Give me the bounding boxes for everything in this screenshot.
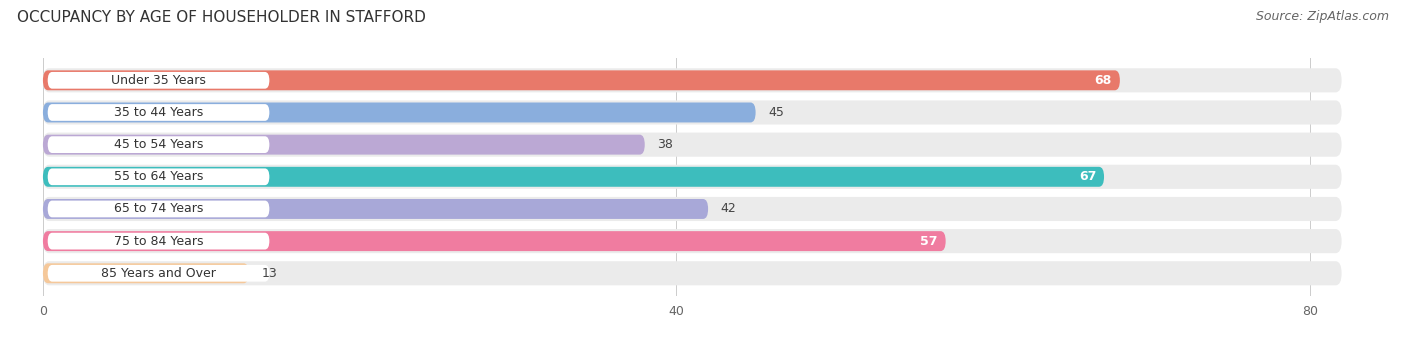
FancyBboxPatch shape xyxy=(48,265,270,282)
Text: Under 35 Years: Under 35 Years xyxy=(111,74,205,87)
FancyBboxPatch shape xyxy=(44,231,946,251)
FancyBboxPatch shape xyxy=(44,199,709,219)
FancyBboxPatch shape xyxy=(48,72,270,89)
Text: 13: 13 xyxy=(262,267,277,280)
Text: 75 to 84 Years: 75 to 84 Years xyxy=(114,235,204,248)
Text: 42: 42 xyxy=(721,202,737,216)
FancyBboxPatch shape xyxy=(44,133,1341,157)
FancyBboxPatch shape xyxy=(44,68,1341,92)
Text: 68: 68 xyxy=(1095,74,1112,87)
FancyBboxPatch shape xyxy=(48,168,270,185)
FancyBboxPatch shape xyxy=(44,100,1341,124)
Text: Source: ZipAtlas.com: Source: ZipAtlas.com xyxy=(1256,10,1389,23)
Text: OCCUPANCY BY AGE OF HOUSEHOLDER IN STAFFORD: OCCUPANCY BY AGE OF HOUSEHOLDER IN STAFF… xyxy=(17,10,426,25)
FancyBboxPatch shape xyxy=(44,102,755,122)
FancyBboxPatch shape xyxy=(48,233,270,250)
FancyBboxPatch shape xyxy=(48,104,270,121)
Text: 45: 45 xyxy=(768,106,785,119)
FancyBboxPatch shape xyxy=(44,197,1341,221)
FancyBboxPatch shape xyxy=(44,229,1341,253)
FancyBboxPatch shape xyxy=(48,201,270,217)
FancyBboxPatch shape xyxy=(44,261,1341,285)
Text: 35 to 44 Years: 35 to 44 Years xyxy=(114,106,202,119)
Text: 65 to 74 Years: 65 to 74 Years xyxy=(114,202,204,216)
Text: 45 to 54 Years: 45 to 54 Years xyxy=(114,138,204,151)
Text: 85 Years and Over: 85 Years and Over xyxy=(101,267,217,280)
FancyBboxPatch shape xyxy=(44,263,249,283)
FancyBboxPatch shape xyxy=(44,135,645,155)
Text: 38: 38 xyxy=(658,138,673,151)
FancyBboxPatch shape xyxy=(44,167,1104,187)
Text: 57: 57 xyxy=(921,235,938,248)
FancyBboxPatch shape xyxy=(44,70,1121,90)
FancyBboxPatch shape xyxy=(44,165,1341,189)
Text: 67: 67 xyxy=(1078,170,1097,183)
FancyBboxPatch shape xyxy=(48,136,270,153)
Text: 55 to 64 Years: 55 to 64 Years xyxy=(114,170,204,183)
